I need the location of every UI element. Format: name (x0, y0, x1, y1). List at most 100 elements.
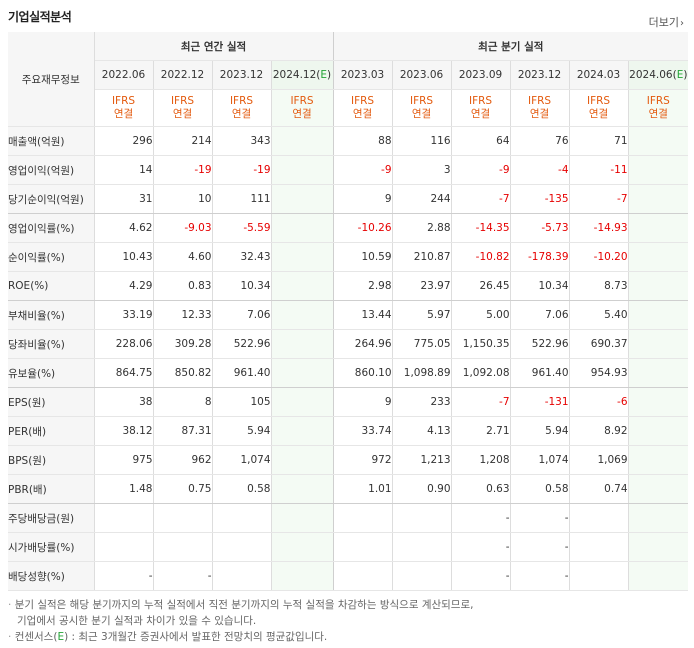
value-cell: 13.44 (333, 300, 393, 330)
value-cell: 5.00 (451, 300, 511, 330)
table-row: ROE(%) 4.29 0.83 10.34 2.98 23.97 26.45 10.34 8.… (8, 271, 689, 301)
value-cell (271, 503, 334, 533)
value-cell: 1.48 (94, 474, 154, 504)
basis-header: IFRS 연결 (392, 89, 452, 127)
annual-group-header: 최근 연간 실적 (94, 32, 334, 61)
value-cell: 975 (94, 445, 154, 475)
row-label: 영업이익률(%) (8, 213, 95, 243)
row-label: 주당배당금(원) (8, 503, 95, 533)
value-cell (628, 416, 689, 446)
value-cell: 1,098.89 (392, 358, 452, 388)
value-cell (271, 532, 334, 562)
value-cell: -135 (510, 184, 570, 214)
value-cell: -131 (510, 387, 570, 417)
period-header: 2023.06 (392, 60, 452, 90)
value-cell (569, 532, 629, 562)
table-row: 매출액(억원) 296 214 343 88 116 64 76 71 (8, 126, 689, 156)
value-cell (628, 271, 689, 301)
value-cell (392, 532, 452, 562)
row-label: 유보율(%) (8, 358, 95, 388)
value-cell: 38.12 (94, 416, 154, 446)
table-row: 영업이익(억원) 14 -19 -19 -9 3 -9 -4 -11 (8, 155, 689, 185)
value-cell (628, 387, 689, 417)
row-label: PER(배) (8, 416, 95, 446)
table-row: 당기순이익(억원) 31 10 111 9 244 -7 -135 -7 (8, 184, 689, 214)
basis-header: IFRS 연결 (212, 89, 272, 127)
value-cell (271, 271, 334, 301)
value-cell: 32.43 (212, 242, 272, 272)
value-cell: 0.74 (569, 474, 629, 504)
value-cell: 690.37 (569, 329, 629, 359)
footnote-1: · 분기 실적은 해당 분기까지의 누적 실적에서 직전 분기까지의 누적 실적… (8, 599, 474, 611)
value-cell: 10.59 (333, 242, 393, 272)
value-cell: 1,074 (212, 445, 272, 475)
value-cell (569, 503, 629, 533)
value-cell: 972 (333, 445, 393, 475)
value-cell: 4.60 (153, 242, 213, 272)
value-cell: 10.43 (94, 242, 154, 272)
value-cell (628, 445, 689, 475)
basis-header: IFRS 연결 (628, 89, 689, 127)
value-cell: 5.40 (569, 300, 629, 330)
value-cell: 10 (153, 184, 213, 214)
value-cell (153, 503, 213, 533)
value-cell (628, 503, 689, 533)
value-cell (271, 300, 334, 330)
value-cell: - (510, 532, 570, 562)
value-cell: 343 (212, 126, 272, 156)
value-cell: -9 (451, 155, 511, 185)
value-cell: 961.40 (510, 358, 570, 388)
row-label: PBR(배) (8, 474, 95, 504)
footnote-2: · 컨센서스(E) : 최근 3개월간 증권사에서 발표한 전망치의 평균값입니… (8, 631, 328, 643)
value-cell: 775.05 (392, 329, 452, 359)
value-cell (212, 532, 272, 562)
value-cell: 71 (569, 126, 629, 156)
value-cell: 8.92 (569, 416, 629, 446)
value-cell: 522.96 (510, 329, 570, 359)
value-cell (271, 474, 334, 504)
value-cell (333, 561, 393, 591)
value-cell: 26.45 (451, 271, 511, 301)
value-cell: -5.59 (212, 213, 272, 243)
value-cell (271, 184, 334, 214)
financial-table: 주요재무정보 최근 연간 실적 최근 분기 실적 2022.06 2022.12 2… (8, 32, 689, 591)
value-cell: 1,074 (510, 445, 570, 475)
section-title: 기업실적분석 (8, 10, 72, 24)
value-cell (333, 503, 393, 533)
value-cell (271, 445, 334, 475)
value-cell: -7 (451, 387, 511, 417)
row-label: ROE(%) (8, 271, 95, 301)
basis-header: IFRS 연결 (271, 89, 334, 127)
table-row: 시가배당률(%) - - (8, 532, 689, 562)
value-cell: -10.20 (569, 242, 629, 272)
value-cell: 233 (392, 387, 452, 417)
value-cell: -6 (569, 387, 629, 417)
table-row: 주당배당금(원) - - (8, 503, 689, 533)
value-cell (392, 561, 452, 591)
value-cell: 1,092.08 (451, 358, 511, 388)
value-cell: 850.82 (153, 358, 213, 388)
footnote-1-cont: 기업에서 공시한 분기 실적과 차이가 있을 수 있습니다. (17, 615, 257, 627)
value-cell (628, 242, 689, 272)
value-cell: 0.63 (451, 474, 511, 504)
value-cell: 244 (392, 184, 452, 214)
value-cell (628, 329, 689, 359)
more-link[interactable]: 더보기› (649, 14, 684, 30)
value-cell: - (451, 561, 511, 591)
period-header: 2023.12 (212, 60, 272, 90)
value-cell (212, 561, 272, 591)
value-cell: 111 (212, 184, 272, 214)
table-row: 배당성향(%) - - - - (8, 561, 689, 591)
value-cell: - (451, 503, 511, 533)
period-header: 2024.12(E) (271, 60, 334, 90)
value-cell: 1,069 (569, 445, 629, 475)
table-row: 당좌비율(%) 228.06 309.28 522.96 264.96 775.05 1,1… (8, 329, 689, 359)
period-header: 2023.12 (510, 60, 570, 90)
value-cell (94, 532, 154, 562)
value-cell: -19 (212, 155, 272, 185)
row-label: BPS(원) (8, 445, 95, 475)
value-cell: 8.73 (569, 271, 629, 301)
value-cell: - (94, 561, 154, 591)
value-cell: 9 (333, 387, 393, 417)
value-cell: -9 (333, 155, 393, 185)
